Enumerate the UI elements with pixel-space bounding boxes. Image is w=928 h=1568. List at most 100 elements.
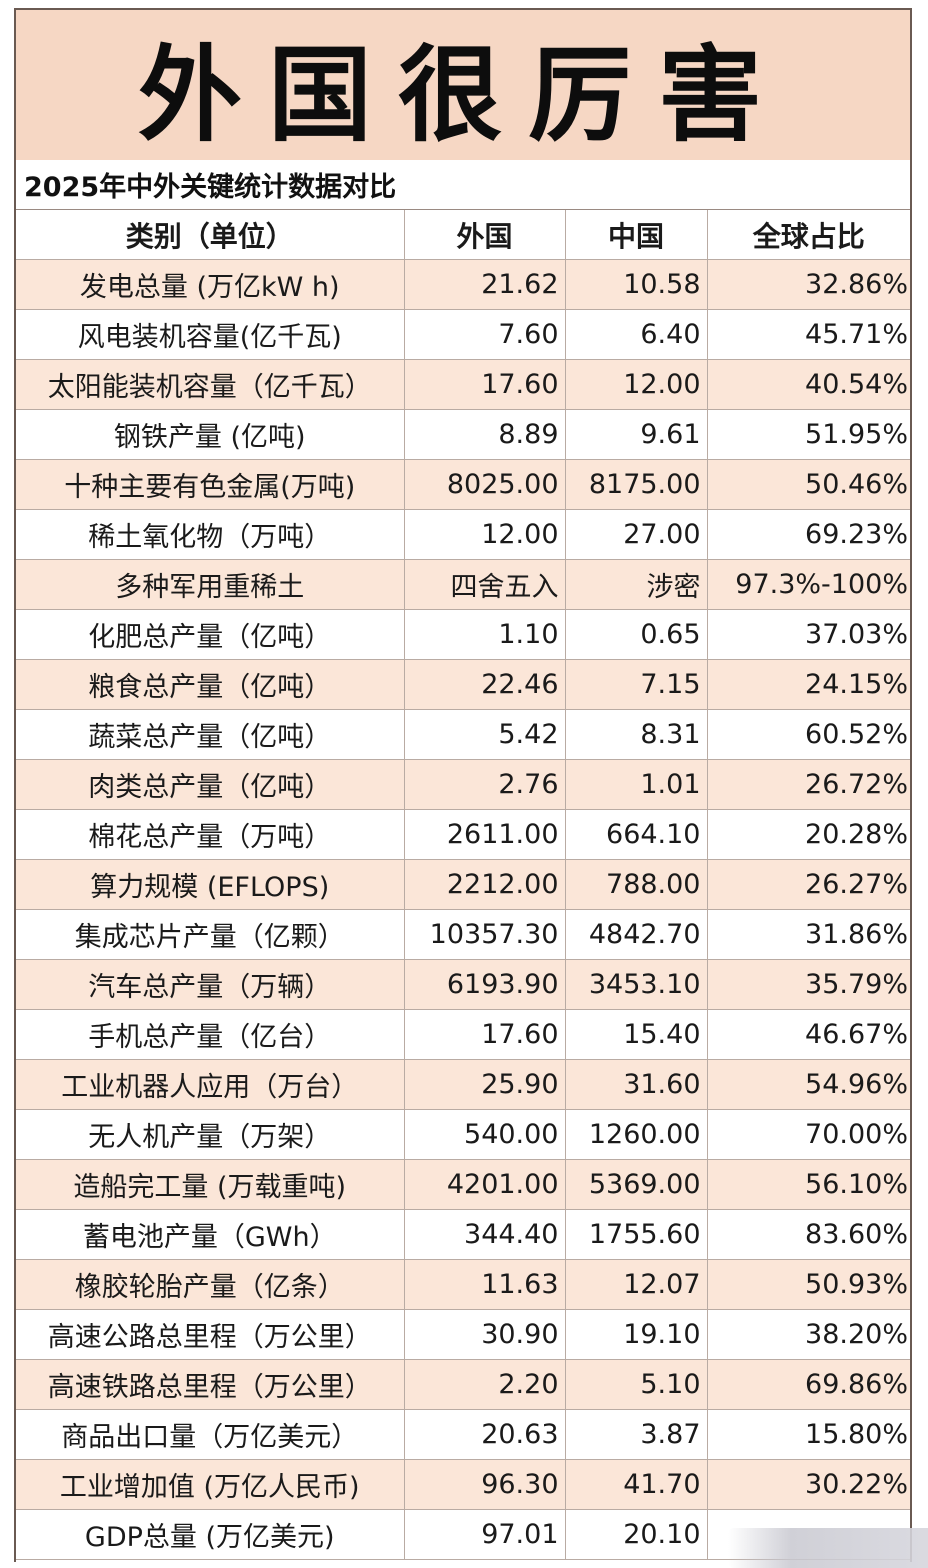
row-foreign-value: 11.63 xyxy=(404,1259,566,1310)
row-global-share: 20.28% xyxy=(707,809,910,860)
row-global-share: 70.00% xyxy=(707,1109,910,1160)
table-row: 蔬菜总产量（亿吨） 5.42 8.31 60.52% xyxy=(16,709,910,760)
row-category: 汽车总产量（万辆） xyxy=(16,959,405,1010)
row-foreign-value: 2212.00 xyxy=(404,859,566,910)
table-row: 集成芯片产量（亿颗） 10357.30 4842.70 31.86% xyxy=(16,909,910,960)
row-china-value: 5.10 xyxy=(565,1359,708,1410)
row-foreign-value: 25.90 xyxy=(404,1059,566,1110)
row-global-share: 83.60% xyxy=(707,1209,910,1260)
row-category: 高速铁路总里程（万公里） xyxy=(16,1359,405,1410)
row-global-share: 26.72% xyxy=(707,759,910,810)
row-global-share: 54.96% xyxy=(707,1059,910,1110)
table-row: 多种军用重稀土 四舍五入 涉密 97.3%-100% xyxy=(16,559,910,610)
row-category: 集成芯片产量（亿颗） xyxy=(16,909,405,960)
row-foreign-value: 5.42 xyxy=(404,709,566,760)
row-foreign-value: 17.60 xyxy=(404,359,566,410)
row-global-share: 35.79% xyxy=(707,959,910,1010)
row-china-value: 19.10 xyxy=(565,1309,708,1360)
row-global-share: 15.80% xyxy=(707,1409,910,1460)
row-global-share: 69.23% xyxy=(707,509,910,560)
row-category: 钢铁产量 (亿吨) xyxy=(16,409,405,460)
row-category: 十种主要有色金属(万吨) xyxy=(16,459,405,510)
table-row: 风电装机容量(亿千瓦) 7.60 6.40 45.71% xyxy=(16,309,910,360)
row-china-value: 788.00 xyxy=(565,859,708,910)
row-global-share: 30.22% xyxy=(707,1459,910,1510)
table-body: 发电总量 (万亿kW h) 21.62 10.58 32.86% 风电装机容量(亿千瓦)… xyxy=(16,259,910,1560)
row-china-value: 3453.10 xyxy=(565,959,708,1010)
row-category: 商品出口量（万亿美元） xyxy=(16,1409,405,1460)
header-foreign: 外国 xyxy=(404,210,566,260)
row-foreign-value: 7.60 xyxy=(404,309,566,360)
row-china-value: 12.07 xyxy=(565,1259,708,1310)
header-china: 中国 xyxy=(565,210,708,260)
row-category: 算力规模 (EFLOPS) xyxy=(16,859,405,910)
table-row: 粮食总产量（亿吨） 22.46 7.15 24.15% xyxy=(16,659,910,710)
row-category: 无人机产量（万架） xyxy=(16,1109,405,1160)
row-china-value: 1260.00 xyxy=(565,1109,708,1160)
row-foreign-value: 540.00 xyxy=(404,1109,566,1160)
row-china-value: 1755.60 xyxy=(565,1209,708,1260)
table-row: 工业增加值 (万亿人民币) 96.30 41.70 30.22% xyxy=(16,1459,910,1510)
row-foreign-value: 6193.90 xyxy=(404,959,566,1010)
page-title: 外国很厉害 xyxy=(16,10,910,161)
row-china-value: 8.31 xyxy=(565,709,708,760)
row-china-value: 7.15 xyxy=(565,659,708,710)
row-category: 多种军用重稀土 xyxy=(16,559,405,610)
row-category: 蓄电池产量（GWh） xyxy=(16,1209,405,1260)
row-china-value: 3.87 xyxy=(565,1409,708,1460)
row-china-value: 15.40 xyxy=(565,1009,708,1060)
row-china-value: 664.10 xyxy=(565,809,708,860)
row-global-share: 40.54% xyxy=(707,359,910,410)
row-category: 太阳能装机容量（亿千瓦） xyxy=(16,359,405,410)
table-row: 高速公路总里程（万公里） 30.90 19.10 38.20% xyxy=(16,1309,910,1360)
row-global-share: 46.67% xyxy=(707,1009,910,1060)
row-foreign-value: 8.89 xyxy=(404,409,566,460)
row-china-value: 1.01 xyxy=(565,759,708,810)
header-global-share: 全球占比 xyxy=(707,210,910,260)
row-global-share: 32.86% xyxy=(707,259,910,310)
table-row: 太阳能装机容量（亿千瓦） 17.60 12.00 40.54% xyxy=(16,359,910,410)
row-china-value: 41.70 xyxy=(565,1459,708,1510)
table-row: 十种主要有色金属(万吨) 8025.00 8175.00 50.46% xyxy=(16,459,910,510)
row-global-share: 50.93% xyxy=(707,1259,910,1310)
row-foreign-value: 97.01 xyxy=(404,1509,566,1560)
row-global-share: 37.03% xyxy=(707,609,910,660)
row-china-value: 涉密 xyxy=(565,559,708,610)
row-category: 手机总产量（亿台） xyxy=(16,1009,405,1060)
row-global-share: 26.27% xyxy=(707,859,910,910)
row-foreign-value: 2.20 xyxy=(404,1359,566,1410)
row-foreign-value: 2.76 xyxy=(404,759,566,810)
row-category: 造船完工量 (万载重吨) xyxy=(16,1159,405,1210)
row-china-value: 12.00 xyxy=(565,359,708,410)
table-row: 商品出口量（万亿美元） 20.63 3.87 15.80% xyxy=(16,1409,910,1460)
row-category: 工业增加值 (万亿人民币) xyxy=(16,1459,405,1510)
row-foreign-value: 22.46 xyxy=(404,659,566,710)
row-foreign-value: 21.62 xyxy=(404,259,566,310)
table-row: 造船完工量 (万载重吨) 4201.00 5369.00 56.10% xyxy=(16,1159,910,1210)
row-foreign-value: 10357.30 xyxy=(404,909,566,960)
row-foreign-value: 4201.00 xyxy=(404,1159,566,1210)
row-foreign-value: 2611.00 xyxy=(404,809,566,860)
row-foreign-value: 344.40 xyxy=(404,1209,566,1260)
row-china-value: 6.40 xyxy=(565,309,708,360)
row-category: 高速公路总里程（万公里） xyxy=(16,1309,405,1360)
table-row: 棉花总产量（万吨） 2611.00 664.10 20.28% xyxy=(16,809,910,860)
row-china-value: 27.00 xyxy=(565,509,708,560)
row-china-value: 4842.70 xyxy=(565,909,708,960)
row-global-share: 56.10% xyxy=(707,1159,910,1210)
row-foreign-value: 17.60 xyxy=(404,1009,566,1060)
row-category: 化肥总产量（亿吨） xyxy=(16,609,405,660)
row-global-share: 38.20% xyxy=(707,1309,910,1360)
row-china-value: 9.61 xyxy=(565,409,708,460)
row-foreign-value: 8025.00 xyxy=(404,459,566,510)
row-category: 工业机器人应用（万台） xyxy=(16,1059,405,1110)
row-foreign-value: 1.10 xyxy=(404,609,566,660)
table-row: 汽车总产量（万辆） 6193.90 3453.10 35.79% xyxy=(16,959,910,1010)
row-china-value: 20.10 xyxy=(565,1509,708,1560)
row-china-value: 8175.00 xyxy=(565,459,708,510)
table-row: 钢铁产量 (亿吨) 8.89 9.61 51.95% xyxy=(16,409,910,460)
row-global-share: 24.15% xyxy=(707,659,910,710)
header-category: 类别（单位） xyxy=(16,210,405,260)
row-global-share: 97.3%-100% xyxy=(707,559,910,610)
table-row: 无人机产量（万架） 540.00 1260.00 70.00% xyxy=(16,1109,910,1160)
